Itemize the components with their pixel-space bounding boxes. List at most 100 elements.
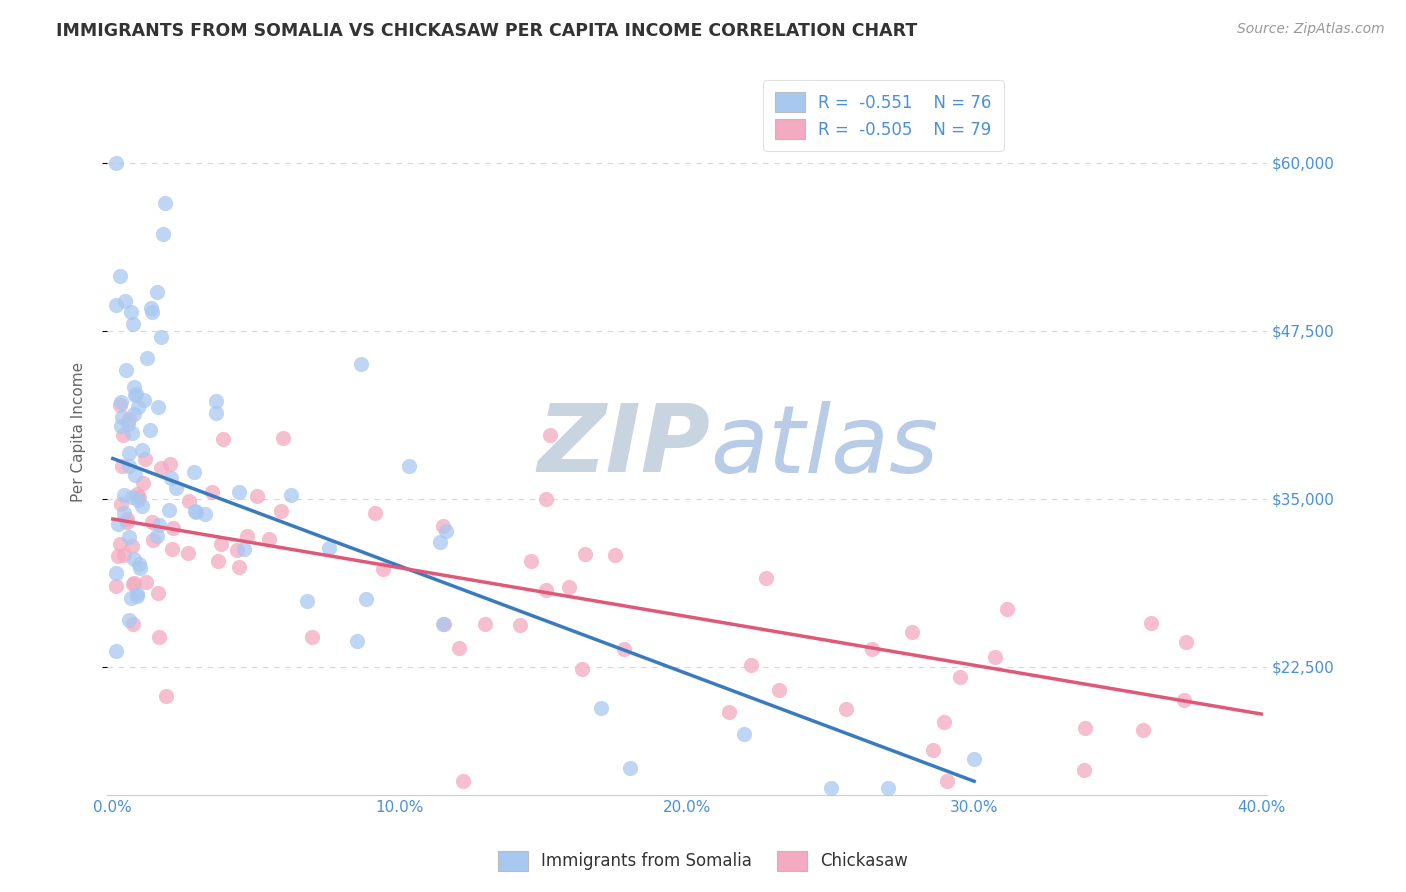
Legend: R =  -0.551    N = 76, R =  -0.505    N = 79: R = -0.551 N = 76, R = -0.505 N = 79: [763, 80, 1004, 151]
Point: [157, 503, 180, 517]
Point: [613, 641, 636, 656]
Point: [718, 705, 741, 719]
Point: [233, 541, 256, 556]
Point: [509, 618, 531, 632]
Point: [1175, 634, 1198, 648]
Point: [104, 298, 127, 312]
Point: [159, 457, 181, 471]
Point: [104, 579, 127, 593]
Point: [177, 546, 200, 560]
Point: [160, 541, 183, 556]
Point: [273, 431, 295, 445]
Point: [117, 417, 139, 431]
Point: [820, 780, 842, 795]
Point: [125, 387, 148, 401]
Point: [755, 571, 778, 585]
Point: [112, 549, 135, 563]
Point: [520, 554, 543, 568]
Point: [104, 566, 127, 580]
Point: [129, 561, 152, 575]
Point: [184, 505, 207, 519]
Point: [449, 640, 471, 655]
Point: [835, 702, 858, 716]
Point: [619, 761, 641, 775]
Point: [117, 530, 139, 544]
Point: [204, 406, 226, 420]
Point: [118, 412, 141, 426]
Point: [114, 363, 136, 377]
Point: [177, 494, 200, 508]
Point: [122, 617, 145, 632]
Point: [354, 592, 377, 607]
Point: [922, 743, 945, 757]
Point: [111, 410, 134, 425]
Point: [149, 460, 172, 475]
Point: [134, 392, 156, 407]
Text: IMMIGRANTS FROM SOMALIA VS CHICKASAW PER CAPITA INCOME CORRELATION CHART: IMMIGRANTS FROM SOMALIA VS CHICKASAW PER…: [56, 22, 918, 40]
Point: [127, 493, 149, 508]
Point: [270, 504, 292, 518]
Point: [558, 580, 581, 594]
Point: [165, 481, 187, 495]
Point: [162, 521, 184, 535]
Point: [159, 471, 181, 485]
Point: [146, 586, 169, 600]
Point: [301, 630, 323, 644]
Point: [122, 380, 145, 394]
Point: [110, 418, 132, 433]
Point: [107, 549, 129, 564]
Point: [433, 617, 456, 632]
Point: [350, 357, 373, 371]
Point: [108, 269, 131, 284]
Point: [128, 490, 150, 504]
Y-axis label: Per Capita Income: Per Capita Income: [72, 361, 86, 501]
Point: [451, 774, 474, 789]
Point: [110, 497, 132, 511]
Point: [122, 552, 145, 566]
Point: [371, 562, 394, 576]
Point: [118, 446, 141, 460]
Text: ZIP: ZIP: [537, 401, 710, 492]
Point: [194, 507, 217, 521]
Text: Source: ZipAtlas.com: Source: ZipAtlas.com: [1237, 22, 1385, 37]
Point: [111, 459, 134, 474]
Point: [474, 616, 496, 631]
Point: [107, 516, 129, 531]
Point: [125, 487, 148, 501]
Point: [118, 613, 141, 627]
Point: [149, 330, 172, 344]
Point: [346, 634, 368, 648]
Point: [740, 657, 762, 672]
Point: [148, 400, 170, 414]
Point: [122, 407, 145, 421]
Point: [536, 491, 558, 506]
Point: [139, 301, 162, 316]
Point: [108, 398, 131, 412]
Point: [153, 196, 176, 211]
Point: [131, 442, 153, 457]
Point: [124, 468, 146, 483]
Point: [145, 529, 167, 543]
Point: [148, 631, 170, 645]
Point: [141, 305, 163, 319]
Point: [228, 559, 250, 574]
Point: [363, 506, 385, 520]
Point: [118, 458, 141, 473]
Point: [112, 507, 135, 521]
Point: [201, 484, 224, 499]
Point: [134, 452, 156, 467]
Text: atlas: atlas: [710, 401, 938, 491]
Point: [135, 574, 157, 589]
Point: [148, 518, 170, 533]
Point: [120, 591, 142, 606]
Point: [138, 423, 160, 437]
Point: [995, 602, 1018, 616]
Point: [127, 400, 149, 414]
Point: [318, 541, 340, 555]
Point: [121, 490, 143, 504]
Point: [209, 536, 232, 550]
Point: [104, 155, 127, 169]
Point: [117, 516, 139, 530]
Point: [257, 532, 280, 546]
Point: [949, 670, 972, 684]
